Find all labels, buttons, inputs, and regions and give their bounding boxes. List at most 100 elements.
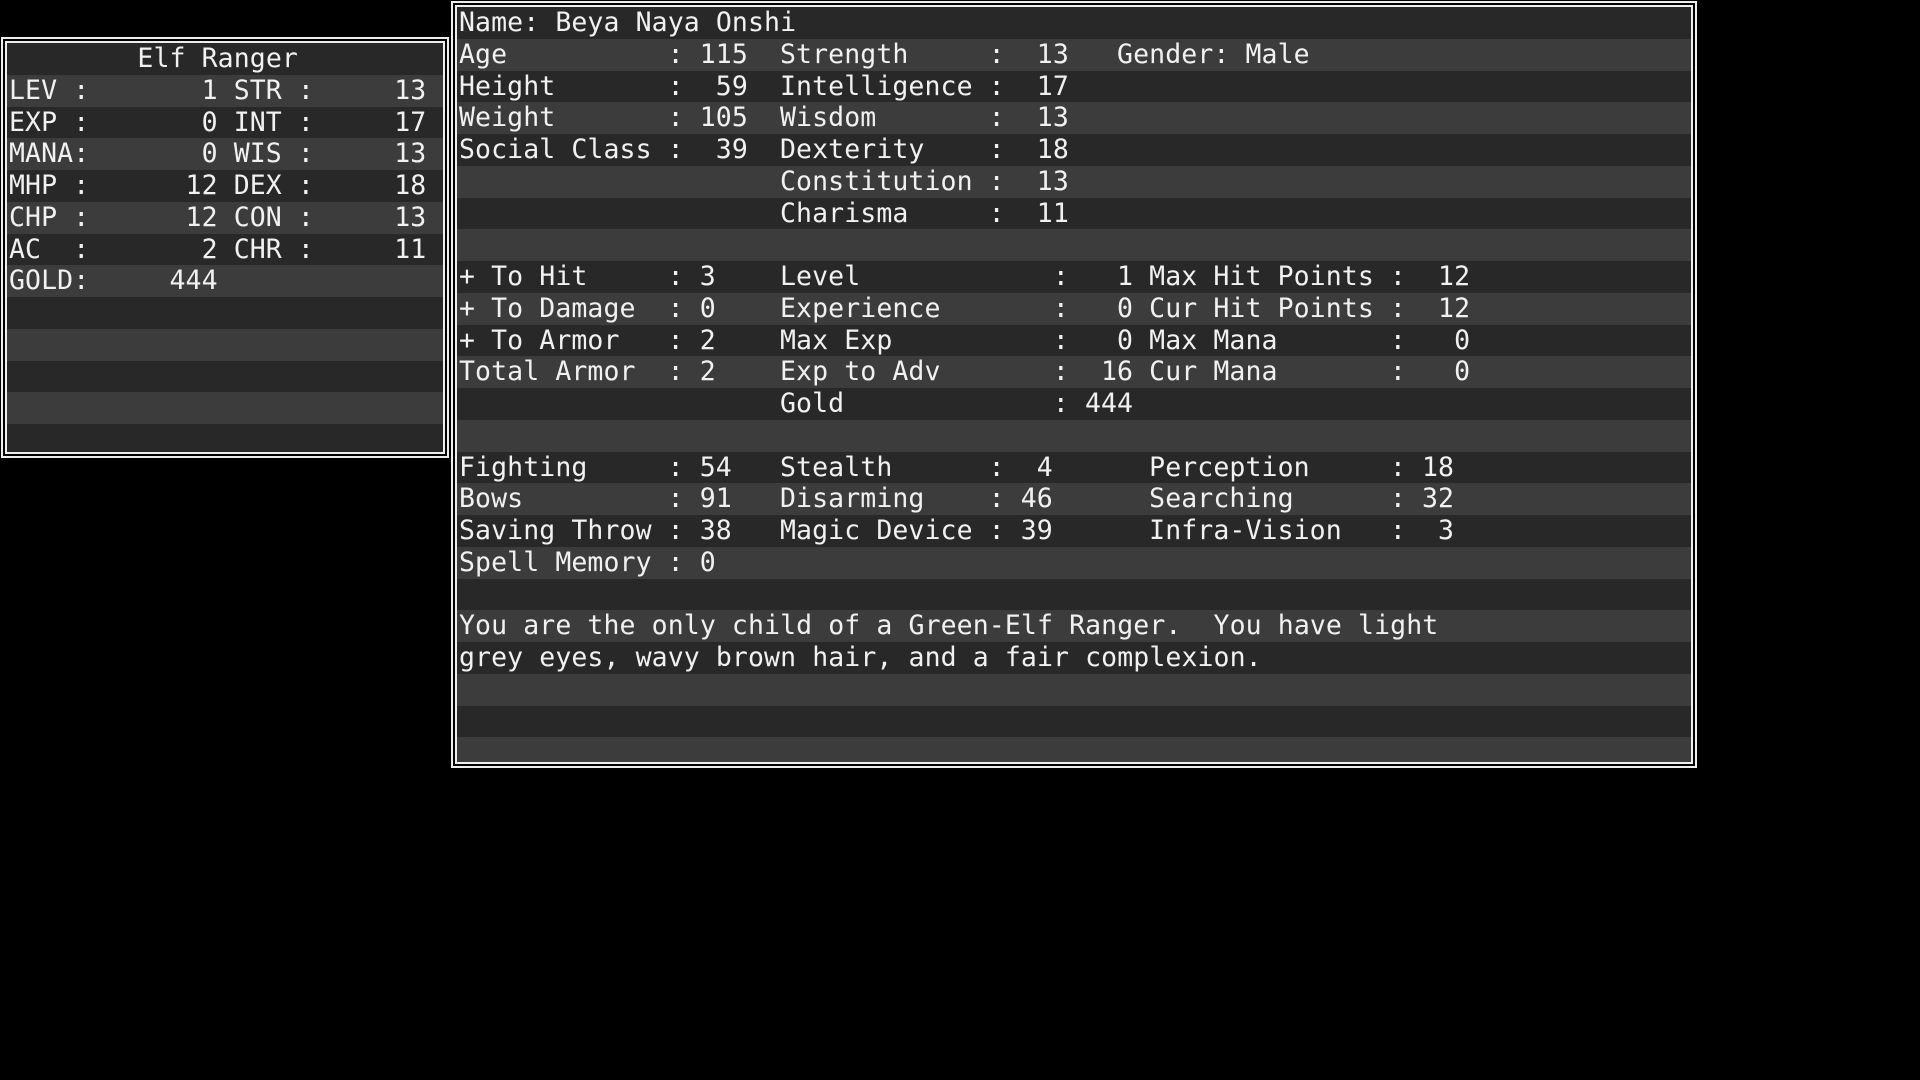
stat-value: 12 [185, 170, 218, 201]
terminal-row: You are the only child of a Green-Elf Ra… [457, 610, 1691, 642]
terminal-row: + To Hit:3 Level:1 Max Hit Points:12 [457, 261, 1691, 293]
stat-label: Level [780, 261, 861, 292]
stat-value: 0 [699, 292, 716, 324]
cell-text: : [988, 515, 1005, 546]
stat-label: + To Armor [459, 324, 620, 356]
terminal-row: Elf Ranger [7, 43, 443, 75]
cell-text: : [667, 356, 684, 388]
stat-value: 12 [1438, 261, 1471, 292]
terminal-row [7, 392, 443, 424]
terminal-row [7, 424, 443, 452]
cell-text: : [667, 261, 684, 292]
terminal-row: MANA: 0 WIS: 13 [7, 138, 443, 170]
stat-label: Wisdom [780, 102, 877, 134]
stat-label: Cur Hit Points [1149, 292, 1374, 324]
terminal-row: Constitution:13 [457, 165, 1691, 198]
cell-text: : [667, 134, 684, 165]
character-name: Name: Beya Naya Onshi [459, 7, 797, 38]
terminal-row [7, 328, 443, 361]
stat-label: Gold [780, 388, 845, 419]
skill-label: Fighting [459, 451, 588, 483]
stat-value: 0 [1454, 356, 1471, 388]
cell-text: : [73, 170, 90, 201]
cell-text: : [73, 233, 90, 265]
skill-label: Searching [1149, 483, 1294, 515]
stat-value: 17 [1036, 70, 1069, 102]
cell-text: : [73, 74, 90, 106]
terminal-row [457, 419, 1691, 452]
skill-value: 32 [1422, 483, 1455, 515]
stat-label: + To Damage [459, 292, 636, 324]
stat-label: Age [459, 38, 508, 70]
cell-text: : [297, 201, 314, 233]
cell-text: : [1052, 324, 1069, 356]
stat-value: 0 [1454, 324, 1471, 356]
cell-text: : [1389, 515, 1406, 546]
stat-label: DEX [233, 170, 282, 201]
skill-value: 0 [699, 546, 716, 578]
terminal-row: Gold:444 [457, 388, 1691, 420]
skill-label: Perception [1149, 451, 1310, 483]
stat-value: 0 [1117, 292, 1134, 324]
terminal-row: LEV: 1 STR: 13 [7, 74, 443, 107]
skill-label: Stealth [780, 451, 893, 483]
cell-text: : [73, 201, 90, 233]
cell-text: : [1389, 292, 1406, 324]
stat-value: 11 [394, 233, 427, 265]
stat-label: Dexterity [780, 134, 925, 165]
stat-label: Constitution [780, 165, 973, 197]
stat-label: MANA [9, 138, 74, 170]
stat-value: 13 [394, 138, 427, 170]
terminal-row: GOLD: 444 [7, 265, 443, 297]
stat-label: Experience [780, 292, 941, 324]
stat-label: Max Mana [1149, 324, 1278, 356]
stat-sidebar-window: Elf Ranger LEV: 1 STR: 13 EXP: 0 INT: 17 MANA: 0 WI… [1, 37, 449, 458]
terminal-row [457, 229, 1691, 261]
skill-value: 91 [699, 483, 732, 515]
stat-value: 115 [699, 38, 748, 70]
skill-label: Saving Throw [459, 515, 652, 546]
cell-text: : [1389, 483, 1406, 515]
class-title: Elf Ranger [137, 43, 298, 74]
terminal-row: CHP: 12 CON: 13 [7, 201, 443, 234]
stat-value: 12 [1438, 292, 1471, 324]
terminal-row: Age:115 Strength:13 Gender: Male [457, 38, 1691, 71]
stat-label: CHR [233, 233, 282, 265]
terminal-row: Bows:91 Disarming:46 Searching:32 [457, 483, 1691, 515]
terminal-row [457, 737, 1691, 762]
stat-value: 13 [1036, 38, 1069, 70]
cell-text: : [297, 233, 314, 265]
cell-text: : [73, 138, 90, 170]
cell-text: : [1389, 356, 1406, 388]
stat-label: Social Class [459, 134, 652, 165]
stat-value: 444 [169, 265, 218, 297]
terminal-row: Social Class:39 Dexterity:18 [457, 134, 1691, 166]
terminal-row: grey eyes, wavy brown hair, and a fair c… [457, 642, 1691, 674]
terminal-row [457, 705, 1691, 738]
stat-label: Strength [780, 38, 909, 70]
cell-text: : [73, 265, 90, 297]
cell-text: : [988, 197, 1005, 229]
terminal-row: MHP: 12 DEX: 18 [7, 170, 443, 202]
stat-value: 13 [394, 201, 427, 233]
terminal-row: Fighting:54 Stealth:4 Perception:18 [457, 451, 1691, 484]
cell-text: : [988, 483, 1005, 515]
terminal-row: Weight:105 Wisdom:13 [457, 102, 1691, 134]
stat-value: 18 [1036, 134, 1069, 165]
stat-value: 1 [201, 74, 218, 106]
stat-value: 59 [715, 70, 748, 102]
terminal-row [7, 297, 443, 329]
cell-text: : [1052, 388, 1069, 419]
stat-label: + To Hit [459, 261, 588, 292]
cell-text: : [667, 292, 684, 324]
stat-label: STR [233, 74, 282, 106]
skill-label: Infra-Vision [1149, 515, 1342, 546]
stat-label: AC [9, 233, 42, 265]
stat-value: 2 [201, 233, 218, 265]
terminal-row: AC: 2 CHR: 11 [7, 233, 443, 266]
cell-text: : [667, 483, 684, 515]
stat-label: Height [459, 70, 556, 102]
stat-value: 2 [699, 324, 716, 356]
skill-label: Magic Device [780, 515, 973, 546]
